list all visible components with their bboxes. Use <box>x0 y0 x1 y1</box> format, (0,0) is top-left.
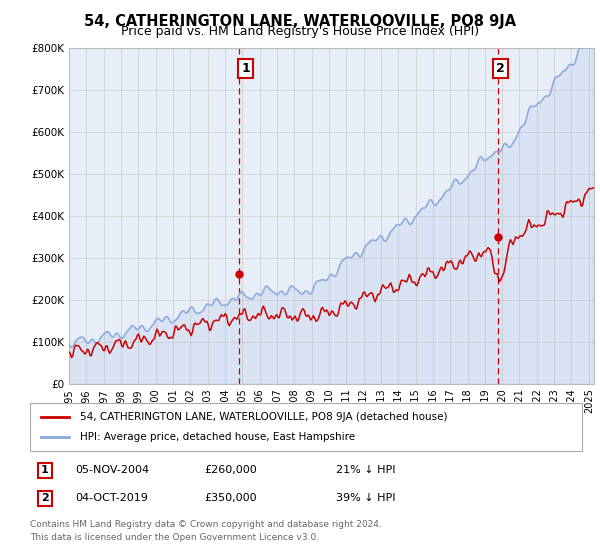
Text: £260,000: £260,000 <box>204 465 257 475</box>
Text: 05-NOV-2004: 05-NOV-2004 <box>75 465 149 475</box>
Text: 54, CATHERINGTON LANE, WATERLOOVILLE, PO8 9JA (detached house): 54, CATHERINGTON LANE, WATERLOOVILLE, PO… <box>80 412 447 422</box>
Text: 1: 1 <box>41 465 49 475</box>
Text: 54, CATHERINGTON LANE, WATERLOOVILLE, PO8 9JA: 54, CATHERINGTON LANE, WATERLOOVILLE, PO… <box>84 14 516 29</box>
Text: 04-OCT-2019: 04-OCT-2019 <box>75 493 148 503</box>
Text: HPI: Average price, detached house, East Hampshire: HPI: Average price, detached house, East… <box>80 432 355 442</box>
FancyBboxPatch shape <box>30 403 582 451</box>
Text: 2: 2 <box>496 62 505 75</box>
Text: Price paid vs. HM Land Registry's House Price Index (HPI): Price paid vs. HM Land Registry's House … <box>121 25 479 38</box>
Text: 1: 1 <box>241 62 250 75</box>
Text: Contains HM Land Registry data © Crown copyright and database right 2024.: Contains HM Land Registry data © Crown c… <box>30 520 382 529</box>
Text: 2: 2 <box>41 493 49 503</box>
Text: £350,000: £350,000 <box>204 493 257 503</box>
Text: 21% ↓ HPI: 21% ↓ HPI <box>336 465 395 475</box>
Text: This data is licensed under the Open Government Licence v3.0.: This data is licensed under the Open Gov… <box>30 533 319 542</box>
Text: 39% ↓ HPI: 39% ↓ HPI <box>336 493 395 503</box>
